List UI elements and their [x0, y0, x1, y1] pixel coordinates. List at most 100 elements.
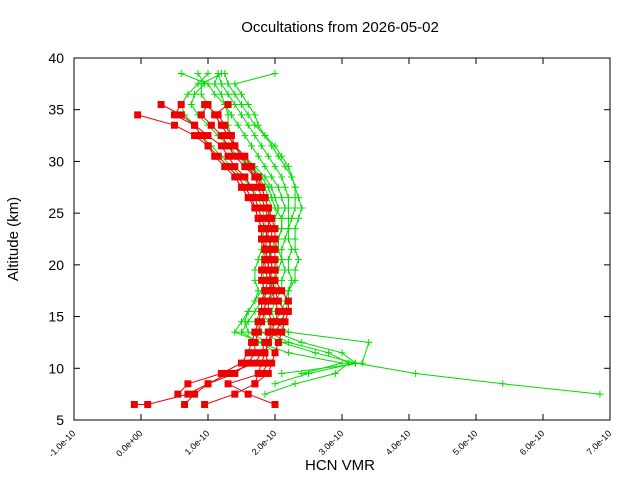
data-point-plus — [284, 349, 292, 357]
data-point-square — [284, 297, 292, 305]
data-point-square — [261, 287, 269, 295]
data-point-plus — [177, 70, 185, 78]
red-occultation-profile — [130, 101, 269, 408]
data-point-square — [181, 400, 189, 408]
data-point-square — [264, 214, 272, 222]
data-point-plus — [194, 80, 202, 88]
x-tick-label: 4.0e-10 — [384, 428, 413, 457]
data-point-plus — [278, 194, 286, 202]
x-axis-label: HCN VMR — [305, 457, 375, 474]
data-point-square — [244, 390, 252, 398]
data-point-plus — [284, 256, 292, 264]
data-point-square — [248, 338, 256, 346]
data-point-square — [214, 111, 222, 119]
data-point-square — [271, 297, 279, 305]
data-point-plus — [244, 101, 252, 109]
data-point-plus — [351, 359, 359, 367]
data-point-square — [271, 235, 279, 243]
data-point-plus — [268, 173, 276, 181]
data-point-square — [231, 142, 239, 150]
data-point-square — [244, 359, 252, 367]
data-point-plus — [291, 235, 299, 243]
data-point-plus — [294, 256, 302, 264]
data-point-square — [224, 152, 232, 160]
data-point-square — [251, 204, 259, 212]
data-point-plus — [271, 380, 279, 388]
red-occultation-profile — [134, 111, 282, 388]
data-point-plus — [211, 80, 219, 88]
data-point-square — [224, 380, 232, 388]
data-point-plus — [261, 390, 269, 398]
data-point-square — [261, 256, 269, 264]
x-tick-label: 6.0e-10 — [518, 428, 547, 457]
data-point-square — [258, 235, 266, 243]
data-point-square — [274, 307, 282, 315]
data-point-plus — [596, 390, 604, 398]
data-point-plus — [274, 183, 282, 191]
data-point-square — [184, 380, 192, 388]
data-point-square — [144, 400, 152, 408]
data-point-plus — [278, 225, 286, 233]
data-point-square — [251, 173, 259, 181]
data-point-plus — [254, 121, 262, 129]
data-point-square — [264, 276, 272, 284]
y-tick-labels: 5 10 15 20 25 30 35 40 — [48, 50, 64, 428]
data-point-square — [264, 369, 272, 377]
data-point-square — [214, 152, 222, 160]
data-point-plus — [238, 90, 245, 98]
data-point-plus — [278, 369, 286, 377]
series-line — [224, 73, 350, 395]
data-point-plus — [278, 256, 286, 264]
data-point-plus — [284, 214, 292, 222]
data-point-plus — [224, 80, 232, 88]
data-point-plus — [284, 287, 292, 295]
data-point-plus — [271, 204, 279, 212]
data-point-square — [268, 328, 276, 336]
data-point-plus — [358, 359, 366, 367]
data-point-plus — [291, 245, 299, 253]
data-point-plus — [271, 70, 279, 78]
data-point-square — [157, 101, 165, 109]
series-line — [204, 104, 289, 405]
data-point-square — [274, 338, 282, 346]
data-point-square — [191, 121, 199, 129]
y-axis-label: Altitude (km) — [5, 197, 22, 281]
data-point-plus — [254, 287, 262, 295]
series-line — [181, 73, 601, 395]
data-point-plus — [231, 328, 239, 336]
data-point-plus — [294, 194, 302, 202]
data-point-square — [231, 152, 239, 160]
data-point-square — [258, 276, 266, 284]
series-line — [200, 73, 343, 374]
data-point-square — [248, 183, 256, 191]
x-tick-label: 2.0e-10 — [250, 428, 279, 457]
data-point-plus — [258, 142, 266, 150]
data-point-plus — [345, 359, 353, 367]
data-point-square — [264, 338, 272, 346]
data-point-plus — [298, 204, 306, 212]
data-point-square — [231, 163, 239, 171]
data-point-plus — [294, 214, 302, 222]
series-line — [173, 104, 273, 405]
data-point-plus — [184, 90, 192, 98]
data-point-square — [217, 142, 225, 150]
data-point-plus — [244, 307, 252, 315]
data-point-plus — [331, 369, 339, 377]
data-point-plus — [288, 173, 296, 181]
data-point-plus — [278, 214, 286, 222]
data-point-plus — [251, 132, 259, 140]
data-point-square — [258, 307, 266, 315]
data-point-square — [221, 121, 229, 129]
data-point-plus — [338, 359, 346, 367]
data-point-square — [171, 121, 178, 129]
data-point-plus — [251, 297, 259, 305]
data-point-square — [271, 400, 279, 408]
data-point-plus — [281, 204, 289, 212]
data-point-plus — [248, 142, 256, 150]
data-point-plus — [254, 256, 262, 264]
data-point-plus — [325, 349, 333, 357]
data-point-square — [224, 142, 232, 150]
data-point-plus — [499, 380, 507, 388]
data-point-square — [238, 152, 245, 160]
data-point-plus — [211, 90, 219, 98]
